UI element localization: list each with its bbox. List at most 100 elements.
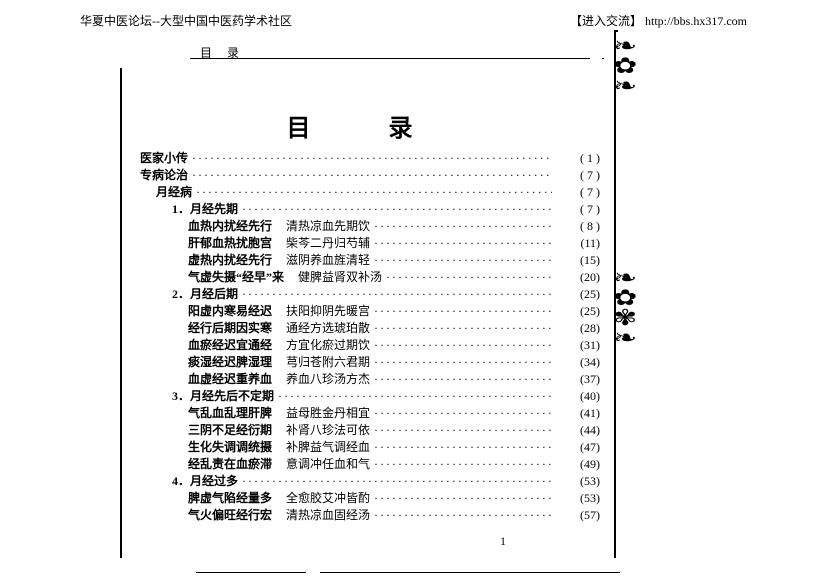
table-of-contents: 医家小传( 1 )专病论治( 7 )月经病( 7 )1．月经先期( 7 )血热内… — [140, 150, 600, 524]
toc-sublabel: 芎归苍附六君期 — [286, 354, 370, 371]
toc-leader — [374, 235, 552, 252]
toc-row: 气乱血乱理肝脾益母胜金丹相宜 (41) — [140, 405, 600, 422]
toc-leader — [192, 167, 552, 184]
footer-rule-1 — [196, 572, 306, 573]
toc-page: (49) — [556, 456, 600, 473]
toc-label: 医家小传 — [140, 150, 188, 167]
site-name: 华夏中医论坛--大型中国中医药学术社区 — [80, 12, 292, 29]
toc-page: (44) — [556, 422, 600, 439]
ornament-top: ❧✿❧ — [616, 36, 634, 96]
toc-page: ( 1 ) — [556, 150, 600, 167]
toc-label: 血热内扰经先行 — [188, 218, 272, 235]
toc-page: ( 7 ) — [556, 201, 600, 218]
toc-row: 阳虚内寒易经迟扶阳抑阴先暖宫 (25) — [140, 303, 600, 320]
toc-row: 1．月经先期 ( 7 ) — [140, 201, 600, 218]
toc-label: 生化失调调统摄 — [188, 439, 272, 456]
toc-page: ( 7 ) — [556, 167, 600, 184]
toc-page: (37) — [556, 371, 600, 388]
toc-leader — [374, 507, 552, 524]
running-head-rule — [190, 58, 590, 59]
toc-label: 肝郁血热扰胞宫 — [188, 235, 272, 252]
toc-leader — [242, 286, 552, 303]
link-label: 【进入交流】 — [570, 14, 642, 28]
toc-page: ( 7 ) — [556, 184, 600, 201]
toc-label: 1．月经先期 — [172, 201, 238, 218]
toc-leader — [374, 422, 552, 439]
toc-leader — [374, 337, 552, 354]
toc-label: 气虚失摄“经早”来 — [188, 269, 284, 286]
toc-label: 三阴不足经衍期 — [188, 422, 272, 439]
toc-row: 专病论治 ( 7 ) — [140, 167, 600, 184]
toc-sublabel: 清热凉血先期饮 — [286, 218, 370, 235]
toc-leader — [374, 252, 552, 269]
header-link[interactable]: 【进入交流】 http://bbs.hx317.com — [570, 12, 747, 29]
toc-sublabel: 全愈胶艾冲皆酌 — [286, 490, 370, 507]
toc-row: 经行后期因实寒通经方选琥珀散(28) — [140, 320, 600, 337]
toc-label: 4．月经过多 — [172, 473, 238, 490]
toc-sublabel: 益母胜金丹相宜 — [286, 405, 370, 422]
toc-row: 肝郁血热扰胞宫柴芩二丹归芍辅 (11) — [140, 235, 600, 252]
toc-label: 阳虚内寒易经迟 — [188, 303, 272, 320]
toc-sublabel: 意调冲任血和气 — [286, 456, 370, 473]
toc-leader — [374, 439, 552, 456]
toc-leader — [278, 388, 552, 405]
toc-label: 气乱血乱理肝脾 — [188, 405, 272, 422]
toc-label: 血虚经迟重养血 — [188, 371, 272, 388]
toc-sublabel: 扶阳抑阴先暖宫 — [286, 303, 370, 320]
toc-row: 痰湿经迟脾湿理芎归苍附六君期 (34) — [140, 354, 600, 371]
page: 华夏中医论坛--大型中国中医药学术社区 【进入交流】 http://bbs.hx… — [0, 0, 827, 585]
toc-page: (47) — [556, 439, 600, 456]
toc-leader — [374, 320, 552, 337]
toc-label: 脾虚气陷经量多 — [188, 490, 272, 507]
link-url: http://bbs.hx317.com — [645, 14, 747, 28]
toc-leader — [386, 269, 552, 286]
toc-leader — [196, 184, 552, 201]
toc-page: (31) — [556, 337, 600, 354]
toc-page: (11) — [556, 235, 600, 252]
toc-page: (41) — [556, 405, 600, 422]
toc-leader — [242, 473, 552, 490]
toc-sublabel: 方宜化瘀过期饮 — [286, 337, 370, 354]
toc-page: (20) — [556, 269, 600, 286]
toc-page: (25) — [556, 286, 600, 303]
toc-row: 血虚经迟重养血养血八珍汤方杰 (37) — [140, 371, 600, 388]
toc-leader — [374, 490, 552, 507]
toc-page: (53) — [556, 490, 600, 507]
toc-sublabel: 清热凉血固经汤 — [286, 507, 370, 524]
toc-row: 血热内扰经先行清热凉血先期饮 ( 8 ) — [140, 218, 600, 235]
header-bar: 华夏中医论坛--大型中国中医药学术社区 【进入交流】 http://bbs.hx… — [80, 12, 747, 29]
toc-page: (15) — [556, 252, 600, 269]
toc-leader — [242, 201, 552, 218]
toc-label: 2．月经后期 — [172, 286, 238, 303]
toc-row: 医家小传 ( 1 ) — [140, 150, 600, 167]
toc-leader — [374, 371, 552, 388]
toc-leader — [374, 354, 552, 371]
page-number: 1 — [500, 534, 506, 549]
ornament-mid: ❧✿✾❧ — [616, 268, 634, 348]
toc-row: 血瘀经迟宜通经方宜化瘀过期饮(31) — [140, 337, 600, 354]
toc-sublabel: 柴芩二丹归芍辅 — [286, 235, 370, 252]
toc-sublabel: 通经方选琥珀散 — [286, 320, 370, 337]
toc-sublabel: 健脾益肾双补汤 — [298, 269, 382, 286]
toc-sublabel: 养血八珍汤方杰 — [286, 371, 370, 388]
toc-page: (25) — [556, 303, 600, 320]
toc-page: ( 8 ) — [556, 218, 600, 235]
toc-row: 脾虚气陷经量多全愈胶艾冲皆酌 (53) — [140, 490, 600, 507]
toc-row: 3．月经先后不定期 (40) — [140, 388, 600, 405]
toc-row: 气虚失摄“经早”来健脾益肾双补汤 (20) — [140, 269, 600, 286]
toc-row: 月经病( 7 ) — [140, 184, 600, 201]
toc-page: (40) — [556, 388, 600, 405]
toc-row: 2．月经后期 (25) — [140, 286, 600, 303]
toc-sublabel: 补脾益气调经血 — [286, 439, 370, 456]
toc-leader — [374, 218, 552, 235]
toc-label: 3．月经先后不定期 — [172, 388, 274, 405]
toc-label: 专病论治 — [140, 167, 188, 184]
toc-row: 生化失调调统摄补脾益气调经血 (47) — [140, 439, 600, 456]
toc-label: 经乱责在血瘀滞 — [188, 456, 272, 473]
frame-top-right — [614, 30, 618, 32]
toc-page: (34) — [556, 354, 600, 371]
page-title: 目 录 — [120, 108, 615, 143]
toc-label: 痰湿经迟脾湿理 — [188, 354, 272, 371]
toc-label: 虚热内扰经先行 — [188, 252, 272, 269]
toc-leader — [374, 405, 552, 422]
